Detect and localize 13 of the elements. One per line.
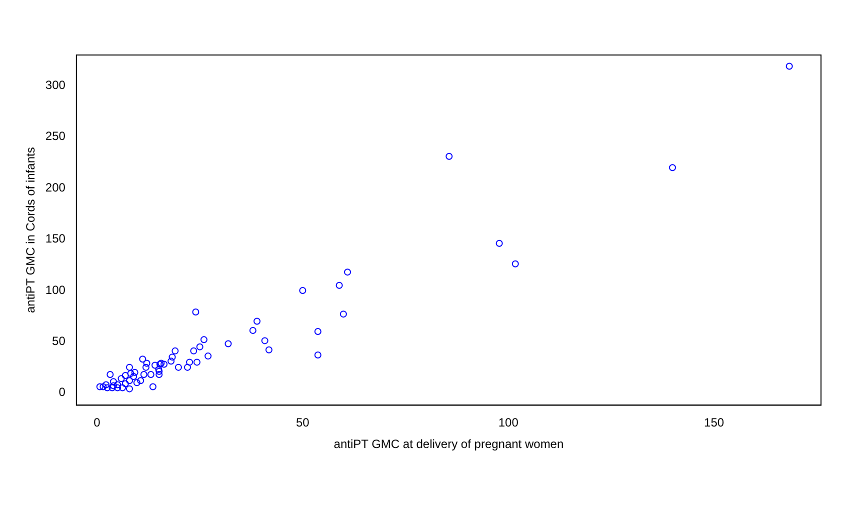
y-tick-label: 300 xyxy=(45,78,66,92)
x-tick-label: 100 xyxy=(498,416,519,430)
y-tick-label: 0 xyxy=(58,385,66,400)
x-tick-label: 150 xyxy=(704,416,724,430)
x-tick-label: 50 xyxy=(296,416,310,430)
y-axis-title: antiPT GMC in Cords of infants xyxy=(24,147,38,314)
y-tick-label: 250 xyxy=(45,129,66,144)
y-tick-label: 150 xyxy=(45,232,66,246)
y-tick-label: 200 xyxy=(45,180,66,194)
y-tick-label: 50 xyxy=(52,334,66,348)
x-axis-title: antiPT GMC at delivery of pregnant women xyxy=(334,437,564,452)
y-tick-label: 100 xyxy=(45,282,66,297)
x-tick-label: 0 xyxy=(94,416,101,430)
